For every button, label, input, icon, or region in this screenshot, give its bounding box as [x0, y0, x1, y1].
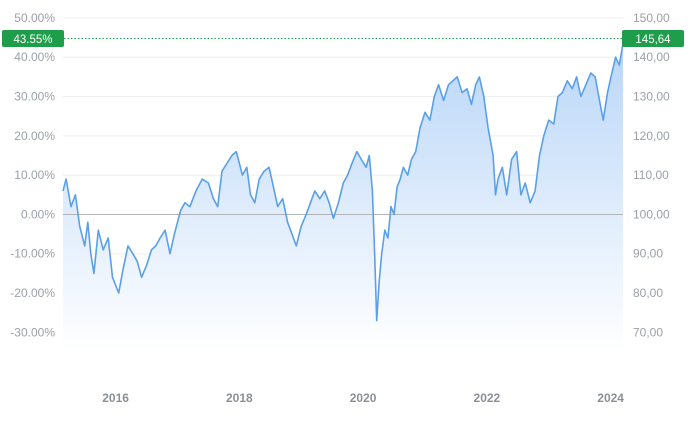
left-tick-label: 40.00%: [14, 50, 55, 64]
left-tick-label: 30.00%: [14, 90, 55, 104]
right-tick-label: 120,00: [633, 129, 670, 143]
x-tick-label: 2016: [102, 391, 129, 405]
current-value-badge: 145,64: [622, 30, 684, 47]
right-axis-tick-labels: 150,00 140,00 130,00 120,00 110,00 100,00 90,0…: [633, 11, 670, 339]
right-tick-label: 150,00: [633, 11, 670, 25]
left-tick-label: -30.00%: [10, 325, 55, 339]
right-tick-label: 100,00: [633, 207, 670, 221]
x-tick-label: 2018: [226, 391, 253, 405]
x-tick-label: 2022: [474, 391, 501, 405]
left-tick-label: 0.00%: [21, 207, 55, 221]
right-tick-label: 110,00: [633, 168, 669, 182]
series-line: [62, 43, 624, 322]
area-fill-layer: [63, 43, 623, 353]
right-tick-label: 70,00: [633, 325, 663, 339]
current-percent-badge-bg: [2, 30, 64, 47]
area-fill: [63, 43, 623, 353]
x-tick-label: 2020: [350, 391, 377, 405]
left-axis-tick-labels: 50.00% 40.00% 30.00% 20.00% 10.00% 0.00% -10.0…: [10, 11, 55, 339]
current-value-badge-bg: [622, 30, 684, 47]
left-tick-label: -10.00%: [10, 247, 55, 261]
x-tick-label: 2024: [597, 391, 624, 405]
left-tick-label: 50.00%: [14, 11, 55, 25]
right-tick-label: 80,00: [633, 286, 663, 300]
right-tick-label: 90,00: [633, 247, 663, 261]
x-axis-tick-labels: 2016 2018 2020 2022 2024: [102, 391, 624, 405]
left-tick-label: 10.00%: [14, 168, 55, 182]
right-tick-label: 140,00: [633, 50, 670, 64]
right-tick-label: 130,00: [633, 90, 670, 104]
current-percent-badge: 43.55%: [2, 30, 64, 47]
current-value-label: 145,64: [635, 34, 671, 46]
series-line-layer: [62, 43, 624, 322]
current-percent-label: 43.55%: [13, 34, 52, 46]
left-tick-label: 20.00%: [14, 129, 55, 143]
left-tick-label: -20.00%: [10, 286, 55, 300]
